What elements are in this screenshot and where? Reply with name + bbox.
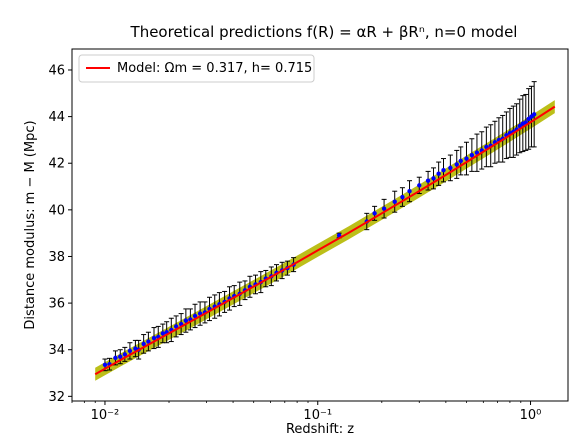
legend-box	[78, 54, 315, 83]
data-point	[127, 348, 133, 354]
data-point	[141, 341, 146, 347]
data-point	[531, 112, 537, 117]
data-point	[436, 171, 441, 176]
data-point	[464, 156, 469, 161]
y-tick-label: 34	[48, 343, 65, 358]
data-point	[517, 123, 522, 129]
model-curve	[94, 105, 556, 376]
data-point	[458, 158, 463, 164]
y-tick-label: 38	[48, 250, 65, 265]
y-tick-label: 36	[48, 297, 65, 312]
data-point	[431, 176, 436, 181]
y-axis-title: Distance modulus: m − M (Mpc)	[23, 120, 38, 329]
data-point	[400, 194, 405, 200]
data-point	[407, 188, 412, 194]
data-point	[469, 152, 475, 158]
y-tick-label: 44	[48, 110, 65, 125]
data-point	[192, 313, 198, 319]
axes-ticks: 32 34 36 38 40 42 44 46 10⁻² 10⁻¹ 10⁰	[48, 63, 541, 423]
data-point	[118, 354, 123, 359]
data-point	[102, 362, 108, 368]
x-tick-label: 10⁰	[520, 408, 542, 423]
data-point	[151, 335, 157, 341]
data-point	[441, 168, 446, 173]
data-point	[425, 178, 431, 183]
x-tick-label: 10⁻²	[91, 408, 120, 423]
data-point	[183, 318, 189, 323]
y-tick-label: 40	[48, 203, 65, 218]
legend-label-model: Model: Ωm = 0.317, h= 0.715	[117, 61, 312, 76]
data-point	[417, 183, 422, 188]
data-point	[173, 324, 179, 329]
data-point	[122, 352, 128, 357]
data-point	[392, 199, 397, 204]
data-point	[381, 206, 387, 211]
legend: Model: Ωm = 0.317, h= 0.715	[78, 54, 315, 83]
y-tick-label: 32	[48, 390, 65, 405]
data-point	[448, 165, 453, 171]
chart-title: Theoretical predictions f(R) = αR + βRⁿ,…	[130, 23, 518, 41]
data-point	[113, 355, 118, 361]
x-axis-title: Redshift: z	[286, 422, 354, 437]
plot-area	[94, 81, 556, 381]
plot-frame	[71, 48, 569, 402]
data-point	[160, 331, 166, 336]
data-point	[372, 211, 377, 216]
y-tick-label: 46	[48, 63, 65, 78]
y-tick-label: 42	[48, 157, 65, 172]
data-point	[454, 162, 459, 167]
data-point	[146, 339, 151, 344]
x-tick-label: 10⁻¹	[303, 408, 332, 423]
